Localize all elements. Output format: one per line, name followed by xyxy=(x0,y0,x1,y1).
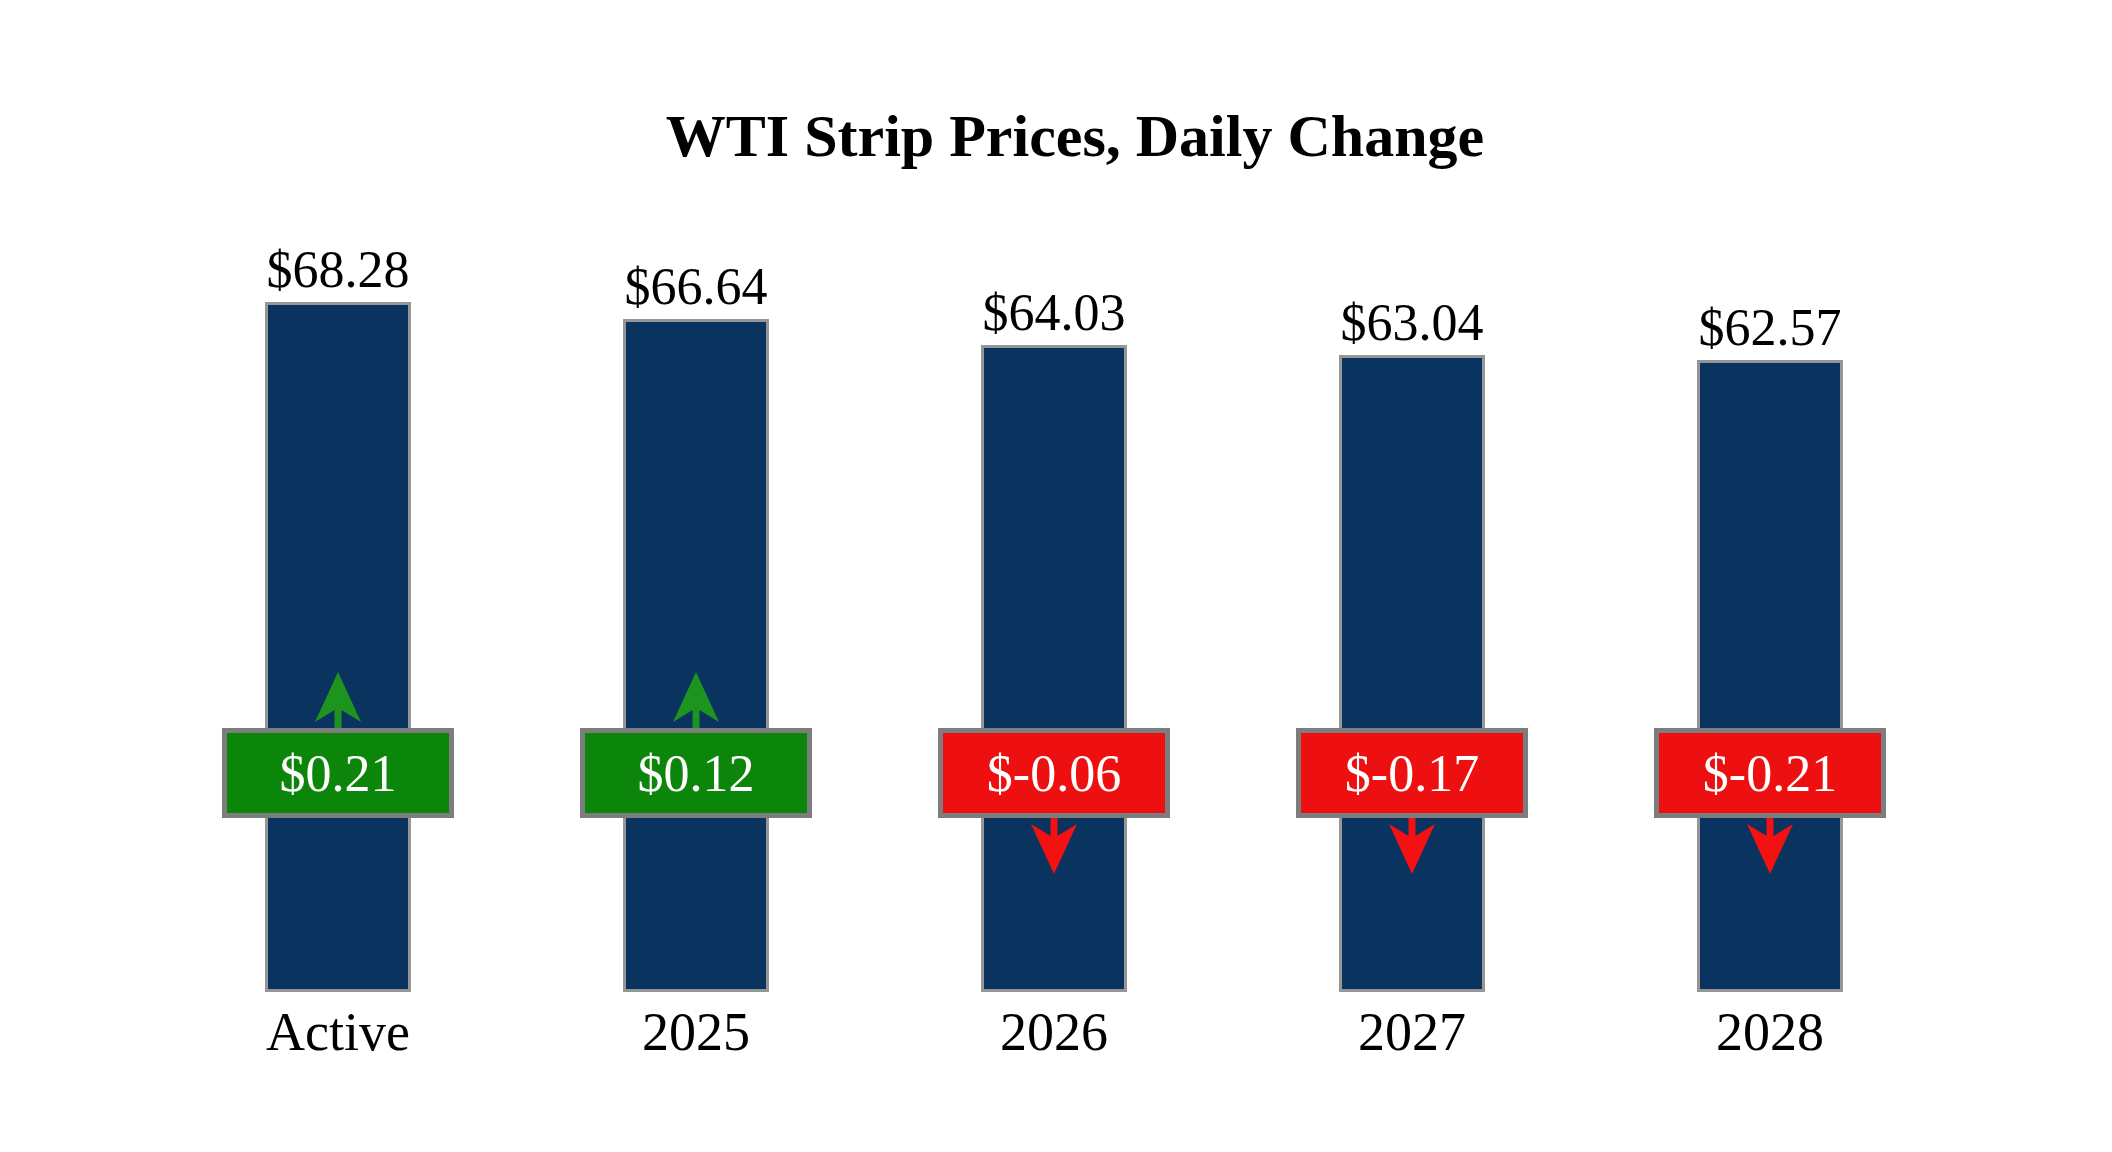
category-label: 2026 xyxy=(875,1000,1233,1064)
category-label: Active xyxy=(159,1000,517,1064)
bar-value-label: $64.03 xyxy=(875,285,1233,341)
wti-strip-price-chart: WTI Strip Prices, Daily Change $68.28 $0.… xyxy=(0,0,2112,1152)
down-arrow-icon xyxy=(1027,818,1081,874)
category-label: 2027 xyxy=(1233,1000,1591,1064)
change-badge: $-0.17 xyxy=(1296,728,1528,818)
bar xyxy=(981,345,1127,992)
down-arrow-icon xyxy=(1743,818,1797,874)
chart-title: WTI Strip Prices, Daily Change xyxy=(0,100,2112,172)
bar-value-label: $66.64 xyxy=(517,259,875,315)
bar xyxy=(623,319,769,992)
bar xyxy=(1339,355,1485,992)
change-badge: $-0.21 xyxy=(1654,728,1886,818)
up-arrow-icon xyxy=(669,672,723,728)
category-label: 2025 xyxy=(517,1000,875,1064)
bar-value-label: $63.04 xyxy=(1233,295,1591,351)
bar-value-label: $68.28 xyxy=(159,242,517,298)
change-badge: $0.12 xyxy=(580,728,812,818)
change-badge: $0.21 xyxy=(222,728,454,818)
bar xyxy=(1697,360,1843,992)
bar xyxy=(265,302,411,992)
up-arrow-icon xyxy=(311,672,365,728)
down-arrow-icon xyxy=(1385,818,1439,874)
category-label: 2028 xyxy=(1591,1000,1949,1064)
change-badge: $-0.06 xyxy=(938,728,1170,818)
bar-value-label: $62.57 xyxy=(1591,300,1949,356)
